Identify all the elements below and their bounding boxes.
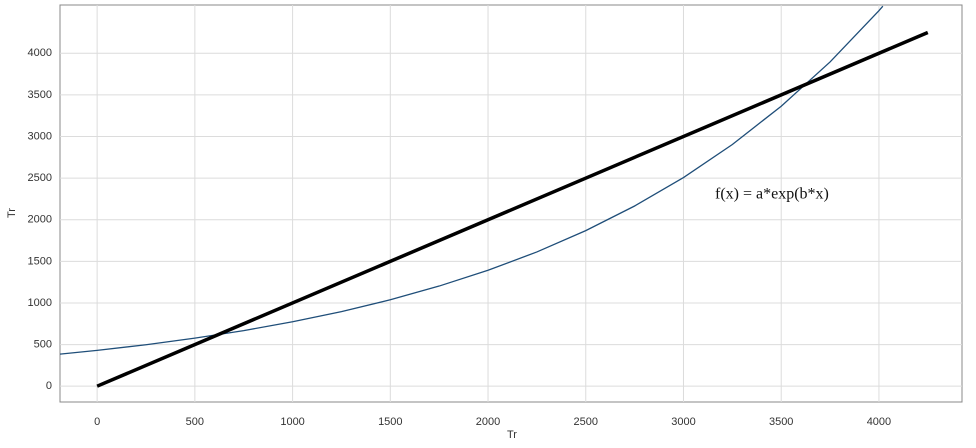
y-tick-label: 1500 xyxy=(28,255,52,267)
x-tick-label: 4000 xyxy=(867,416,891,428)
x-tick-label: 3500 xyxy=(769,416,793,428)
y-tick-label: 2000 xyxy=(28,214,52,226)
x-axis-label: Tr xyxy=(507,429,517,441)
y-tick-label: 0 xyxy=(46,380,52,392)
x-tick-label: 3000 xyxy=(671,416,695,428)
x-tick-label: 1000 xyxy=(280,416,304,428)
y-tick-label: 500 xyxy=(34,338,52,350)
y-tick-label: 4000 xyxy=(28,47,52,59)
y-tick-label: 2500 xyxy=(28,172,52,184)
annotation: f(x) = a*exp(b*x) xyxy=(715,186,829,203)
y-tick-label: 3500 xyxy=(28,89,52,101)
x-tick-label: 1500 xyxy=(378,416,402,428)
x-tick-label: 0 xyxy=(94,416,100,428)
curve xyxy=(96,30,929,388)
x-tick-label: 2000 xyxy=(476,416,500,428)
y-axis-label: Tr xyxy=(6,208,18,218)
x-tick-label: 2500 xyxy=(574,416,598,428)
curve xyxy=(60,5,884,355)
x-tick-label: 500 xyxy=(186,416,204,428)
y-tick-label: 1000 xyxy=(28,297,52,309)
y-tick-label: 3000 xyxy=(28,130,52,142)
